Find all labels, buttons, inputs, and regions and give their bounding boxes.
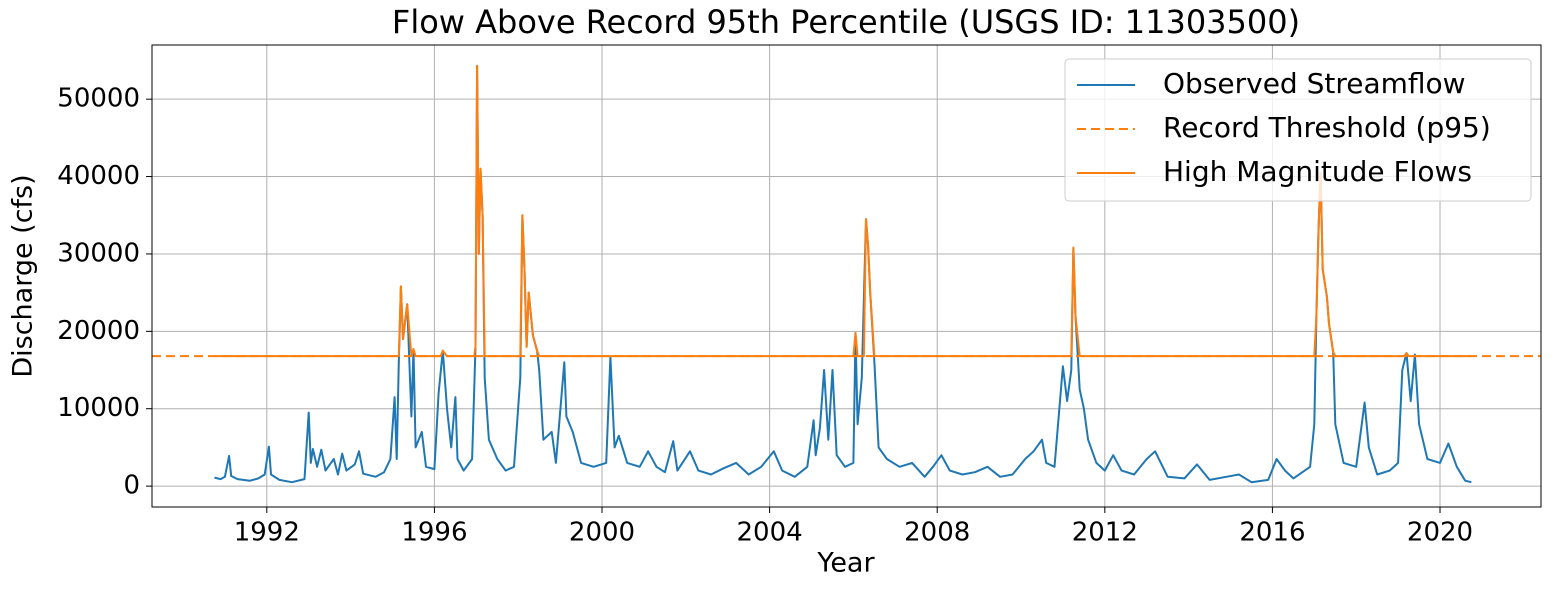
x-tick-label: 2020 [1407, 518, 1473, 548]
x-tick-label: 1992 [234, 518, 300, 548]
x-tick-label: 1996 [401, 518, 467, 548]
y-tick-label: 20000 [57, 316, 140, 346]
y-tick-label: 30000 [57, 238, 140, 268]
y-tick-label: 10000 [57, 393, 140, 423]
series-line [214, 64, 1472, 358]
plot-frame [151, 44, 1542, 508]
legend-label: Record Threshold (p95) [1163, 111, 1491, 144]
series-line [214, 64, 1472, 484]
legend-box [1064, 58, 1532, 202]
x-tick-label: 2004 [737, 518, 803, 548]
y-tick-label: 0 [123, 471, 140, 501]
chart-title: Flow Above Record 95th Percentile (USGS … [392, 3, 1300, 41]
y-tick-label: 50000 [57, 84, 140, 114]
x-tick-label: 2000 [569, 518, 635, 548]
x-axis-label: Year [816, 548, 875, 579]
y-axis-label: Discharge (cfs) [8, 174, 39, 377]
x-tick-label: 2012 [1072, 518, 1138, 548]
x-tick-label: 2016 [1239, 518, 1305, 548]
legend-label: High Magnitude Flows [1163, 155, 1472, 188]
x-tick-label: 2008 [904, 518, 970, 548]
y-tick-label: 40000 [57, 161, 140, 191]
legend-label: Observed Streamflow [1163, 67, 1466, 100]
